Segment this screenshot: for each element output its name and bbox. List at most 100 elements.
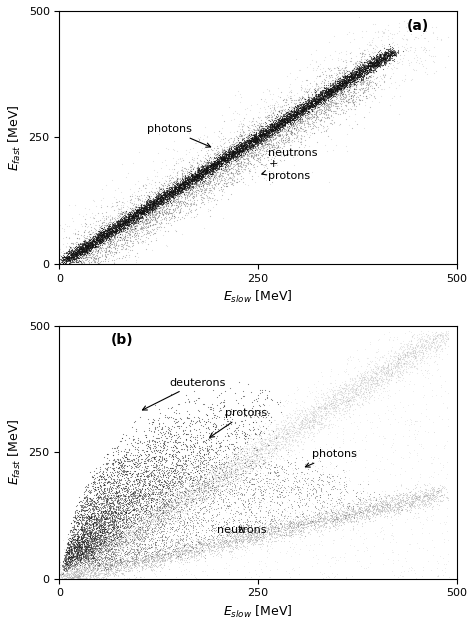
Point — [154, 194, 161, 204]
Point — [225, 154, 232, 164]
Point — [108, 229, 116, 240]
Point — [213, 535, 221, 545]
Point — [114, 221, 122, 231]
Point — [352, 383, 360, 393]
Point — [228, 458, 236, 468]
Point — [174, 453, 182, 463]
Point — [304, 98, 312, 108]
Point — [144, 493, 152, 503]
Point — [108, 537, 116, 547]
Point — [213, 163, 221, 173]
Point — [403, 440, 410, 450]
Point — [245, 135, 252, 145]
Point — [190, 441, 197, 451]
Point — [210, 408, 217, 418]
Point — [202, 494, 210, 504]
Point — [114, 495, 122, 505]
Point — [267, 119, 274, 129]
Point — [183, 191, 191, 201]
Point — [351, 61, 359, 71]
Point — [131, 492, 139, 502]
Point — [409, 342, 416, 352]
Point — [78, 241, 86, 251]
Point — [151, 197, 158, 207]
Point — [298, 126, 305, 136]
Point — [171, 178, 178, 188]
Point — [80, 243, 87, 253]
Point — [432, 333, 440, 343]
Point — [133, 471, 140, 481]
Point — [115, 517, 122, 527]
Point — [304, 102, 311, 112]
Point — [252, 458, 259, 468]
Point — [76, 497, 83, 507]
Point — [173, 177, 180, 187]
Point — [278, 119, 286, 129]
Point — [91, 236, 98, 246]
Point — [269, 524, 277, 534]
Point — [217, 472, 224, 482]
Point — [441, 61, 449, 71]
Point — [134, 211, 141, 221]
Point — [124, 520, 131, 530]
Point — [372, 60, 380, 70]
Point — [321, 518, 329, 528]
Point — [93, 539, 100, 549]
Point — [247, 539, 255, 549]
Point — [164, 483, 172, 493]
Point — [152, 201, 160, 211]
Point — [331, 77, 339, 87]
Point — [138, 206, 146, 216]
Point — [361, 66, 369, 76]
Point — [322, 410, 329, 420]
Point — [171, 495, 179, 505]
Point — [108, 230, 116, 240]
Point — [101, 518, 109, 528]
Point — [339, 83, 346, 93]
Point — [374, 58, 382, 68]
Point — [218, 152, 225, 162]
Point — [87, 237, 95, 247]
Point — [374, 379, 381, 389]
Point — [397, 50, 404, 60]
Point — [416, 487, 424, 497]
Point — [221, 470, 228, 480]
Point — [391, 355, 398, 365]
Point — [356, 77, 364, 87]
Point — [130, 213, 137, 223]
Point — [82, 240, 90, 250]
Point — [256, 482, 264, 492]
Point — [328, 514, 336, 524]
Point — [382, 54, 389, 64]
Point — [385, 53, 392, 63]
Point — [226, 148, 233, 158]
Point — [193, 555, 201, 565]
Point — [100, 222, 108, 232]
Point — [304, 513, 311, 523]
Point — [317, 91, 324, 101]
Point — [151, 206, 159, 216]
Point — [187, 176, 195, 186]
Point — [273, 424, 280, 435]
Point — [182, 505, 189, 515]
Point — [116, 505, 123, 515]
Point — [403, 349, 411, 359]
Point — [85, 507, 92, 517]
Point — [315, 98, 323, 108]
Point — [158, 193, 166, 203]
Point — [100, 530, 108, 540]
Point — [73, 557, 80, 567]
Point — [110, 520, 118, 530]
Point — [281, 123, 288, 133]
Point — [184, 187, 192, 197]
Point — [311, 492, 319, 502]
Point — [249, 443, 257, 453]
Point — [378, 60, 385, 70]
Point — [208, 152, 216, 162]
Point — [325, 572, 333, 582]
Point — [88, 552, 95, 562]
Point — [134, 538, 141, 548]
Point — [411, 351, 419, 361]
Point — [235, 142, 242, 152]
Point — [244, 140, 252, 150]
